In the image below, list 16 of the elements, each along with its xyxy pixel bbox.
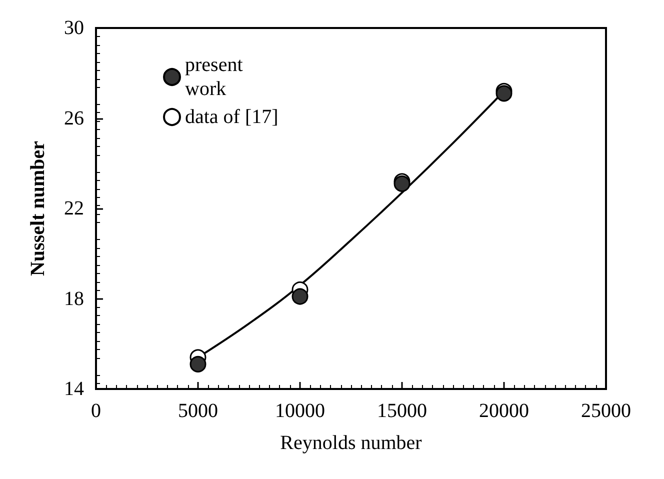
point	[292, 288, 308, 305]
x-tick-label: 5000	[178, 400, 218, 422]
y-tick-label: 26	[64, 107, 84, 130]
y-tick-label: 14	[64, 378, 84, 400]
y-tick-label: 22	[64, 198, 84, 220]
x-tick-label: 15000	[377, 400, 427, 422]
x-axis-title: Reynolds number	[280, 432, 422, 454]
x-tick-label: 25000	[581, 400, 631, 422]
legend-label: data of [17]	[185, 106, 278, 128]
y-tick-label: 18	[64, 288, 84, 310]
point	[190, 356, 206, 372]
x-tick-label: 0	[91, 400, 101, 422]
y-tick-label: 30	[64, 17, 84, 39]
x-tick-label: 10000	[275, 400, 325, 422]
x-tick-label: 20000	[479, 400, 529, 422]
y-axis-title: Nusselt number	[27, 140, 49, 276]
